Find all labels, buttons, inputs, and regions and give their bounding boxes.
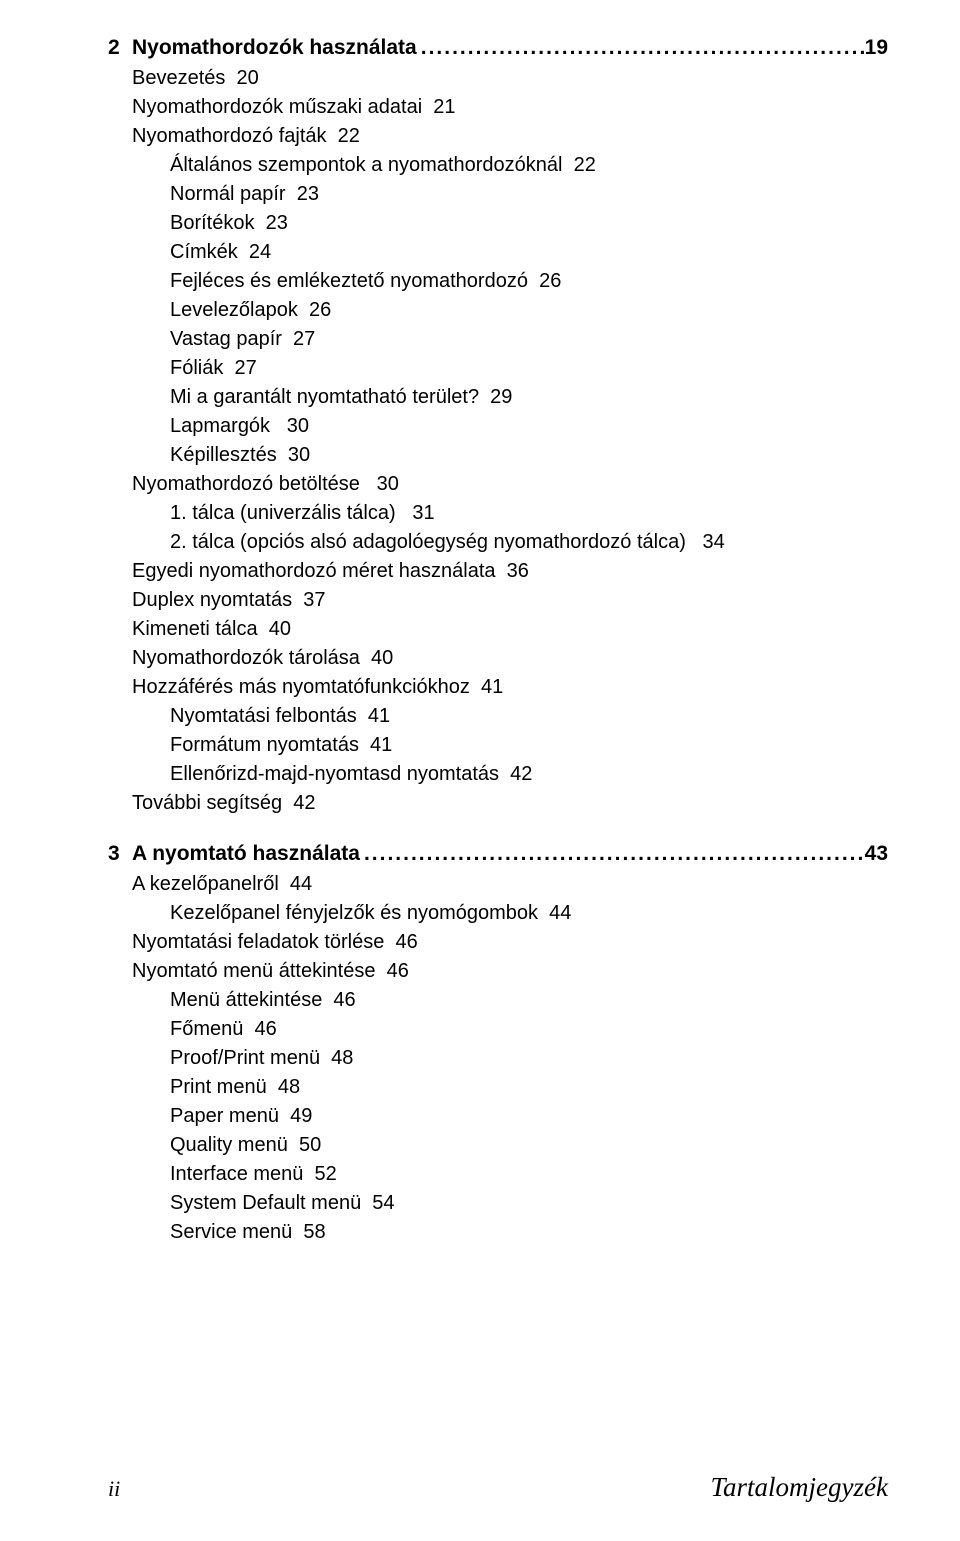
- toc-entry: Nyomtatási feladatok törlése 46: [108, 928, 888, 957]
- toc-entry: Borítékok 23: [108, 209, 888, 238]
- page-footer: ii Tartalomjegyzék: [0, 1472, 960, 1503]
- toc-entry: Címkék 24: [108, 238, 888, 267]
- section-heading-row: 3 A nyomtató használata ................…: [108, 842, 888, 866]
- toc-entry: Kezelőpanel fényjelzők és nyomógombok 44: [108, 899, 888, 928]
- toc-entry: További segítség 42: [108, 789, 888, 818]
- section-number: 2: [108, 36, 132, 60]
- toc-entry: Mi a garantált nyomtatható terület? 29: [108, 383, 888, 412]
- toc-entry: Nyomtató menü áttekintése 46: [108, 957, 888, 986]
- toc-entry: 1. tálca (univerzális tálca) 31: [108, 499, 888, 528]
- toc-entry: Képillesztés 30: [108, 441, 888, 470]
- section-number: 3: [108, 842, 132, 866]
- toc-entry: Egyedi nyomathordozó méret használata 36: [108, 557, 888, 586]
- toc-entry: Proof/Print menü 48: [108, 1044, 888, 1073]
- toc-entry: Nyomtatási felbontás 41: [108, 702, 888, 731]
- toc-entry: Ellenőrizd-majd-nyomtasd nyomtatás 42: [108, 760, 888, 789]
- toc-entry: Duplex nyomtatás 37: [108, 586, 888, 615]
- toc-entry: Quality menü 50: [108, 1131, 888, 1160]
- toc-entry: Bevezetés 20: [108, 64, 888, 93]
- toc-entry: System Default menü 54: [108, 1189, 888, 1218]
- toc-entry: Interface menü 52: [108, 1160, 888, 1189]
- footer-page-number: ii: [108, 1476, 120, 1502]
- toc-entry: Menü áttekintése 46: [108, 986, 888, 1015]
- toc-entry: Fejléces és emlékeztető nyomathordozó 26: [108, 267, 888, 296]
- toc-entry: Nyomathordozó fajták 22: [108, 122, 888, 151]
- toc-section-3: 3 A nyomtató használata ................…: [108, 842, 888, 1247]
- toc-entry: Print menü 48: [108, 1073, 888, 1102]
- toc-entry: Paper menü 49: [108, 1102, 888, 1131]
- section-page-number: 43: [865, 842, 888, 866]
- toc-entry: Főmenü 46: [108, 1015, 888, 1044]
- toc-entry: Nyomathordozók tárolása 40: [108, 644, 888, 673]
- toc-entry: Levelezőlapok 26: [108, 296, 888, 325]
- toc-entry: Fóliák 27: [108, 354, 888, 383]
- section-title: Nyomathordozók használata: [132, 36, 417, 60]
- toc-entry: Általános szempontok a nyomathordozóknál…: [108, 151, 888, 180]
- leader-dots: ........................................…: [360, 842, 865, 866]
- toc-entry: Nyomathordozók műszaki adatai 21: [108, 93, 888, 122]
- toc-entry: Nyomathordozó betöltése 30: [108, 470, 888, 499]
- toc-entry: Kimeneti tálca 40: [108, 615, 888, 644]
- toc-entry: Normál papír 23: [108, 180, 888, 209]
- toc-entry: A kezelőpanelről 44: [108, 870, 888, 899]
- toc-entry: Vastag papír 27: [108, 325, 888, 354]
- section-heading-row: 2 Nyomathordozók használata ............…: [108, 36, 888, 60]
- leader-dots: ........................................…: [417, 36, 865, 60]
- section-page-number: 19: [865, 36, 888, 60]
- toc-entry: 2. tálca (opciós alsó adagolóegység nyom…: [108, 528, 888, 557]
- toc-entry: Lapmargók 30: [108, 412, 888, 441]
- toc-entry: Formátum nyomtatás 41: [108, 731, 888, 760]
- page: 2 Nyomathordozók használata ............…: [0, 0, 960, 1541]
- footer-label: Tartalomjegyzék: [711, 1472, 889, 1503]
- toc-entry: Hozzáférés más nyomtatófunkciókhoz 41: [108, 673, 888, 702]
- toc-entry: Service menü 58: [108, 1218, 888, 1247]
- section-title: A nyomtató használata: [132, 842, 360, 866]
- toc-section-2: 2 Nyomathordozók használata ............…: [108, 36, 888, 818]
